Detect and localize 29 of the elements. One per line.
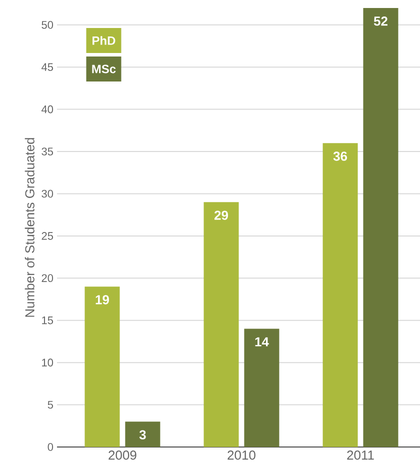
data-label: 29 — [214, 210, 228, 220]
y-tick-label: 20 — [42, 274, 54, 282]
text: MSc — [92, 64, 116, 74]
x-tick-label: 2009 — [108, 450, 136, 460]
bar — [84, 286, 120, 447]
x-tick-label: 2011 — [347, 450, 374, 460]
y-axis-title: Number of Students Graduated — [24, 138, 34, 317]
y-tick-label: 50 — [42, 20, 54, 29]
data-label: 3 — [139, 430, 146, 440]
data-label: 36 — [333, 152, 348, 161]
y-tick-label: 45 — [41, 63, 54, 71]
y-tick-label: 35 — [42, 148, 54, 156]
y-tick-label: 25 — [42, 232, 54, 240]
data-label: 52 — [374, 16, 388, 26]
y-tick-label: 0 — [48, 443, 54, 451]
data-label: 19 — [96, 295, 109, 304]
bar — [322, 143, 358, 447]
y-tick-label: 5 — [48, 400, 54, 409]
bar — [204, 202, 239, 447]
bar — [125, 422, 160, 447]
y-tick-label: 10 — [42, 358, 54, 366]
y-tick-label: 30 — [42, 190, 54, 198]
y-tick-label: 15 — [42, 316, 54, 324]
text: PhD — [92, 36, 116, 45]
bar — [244, 328, 280, 447]
x-tick-label: 2010 — [228, 450, 256, 460]
data-label: 14 — [255, 337, 269, 346]
y-tick-label: 40 — [41, 105, 54, 114]
bar — [363, 8, 398, 447]
